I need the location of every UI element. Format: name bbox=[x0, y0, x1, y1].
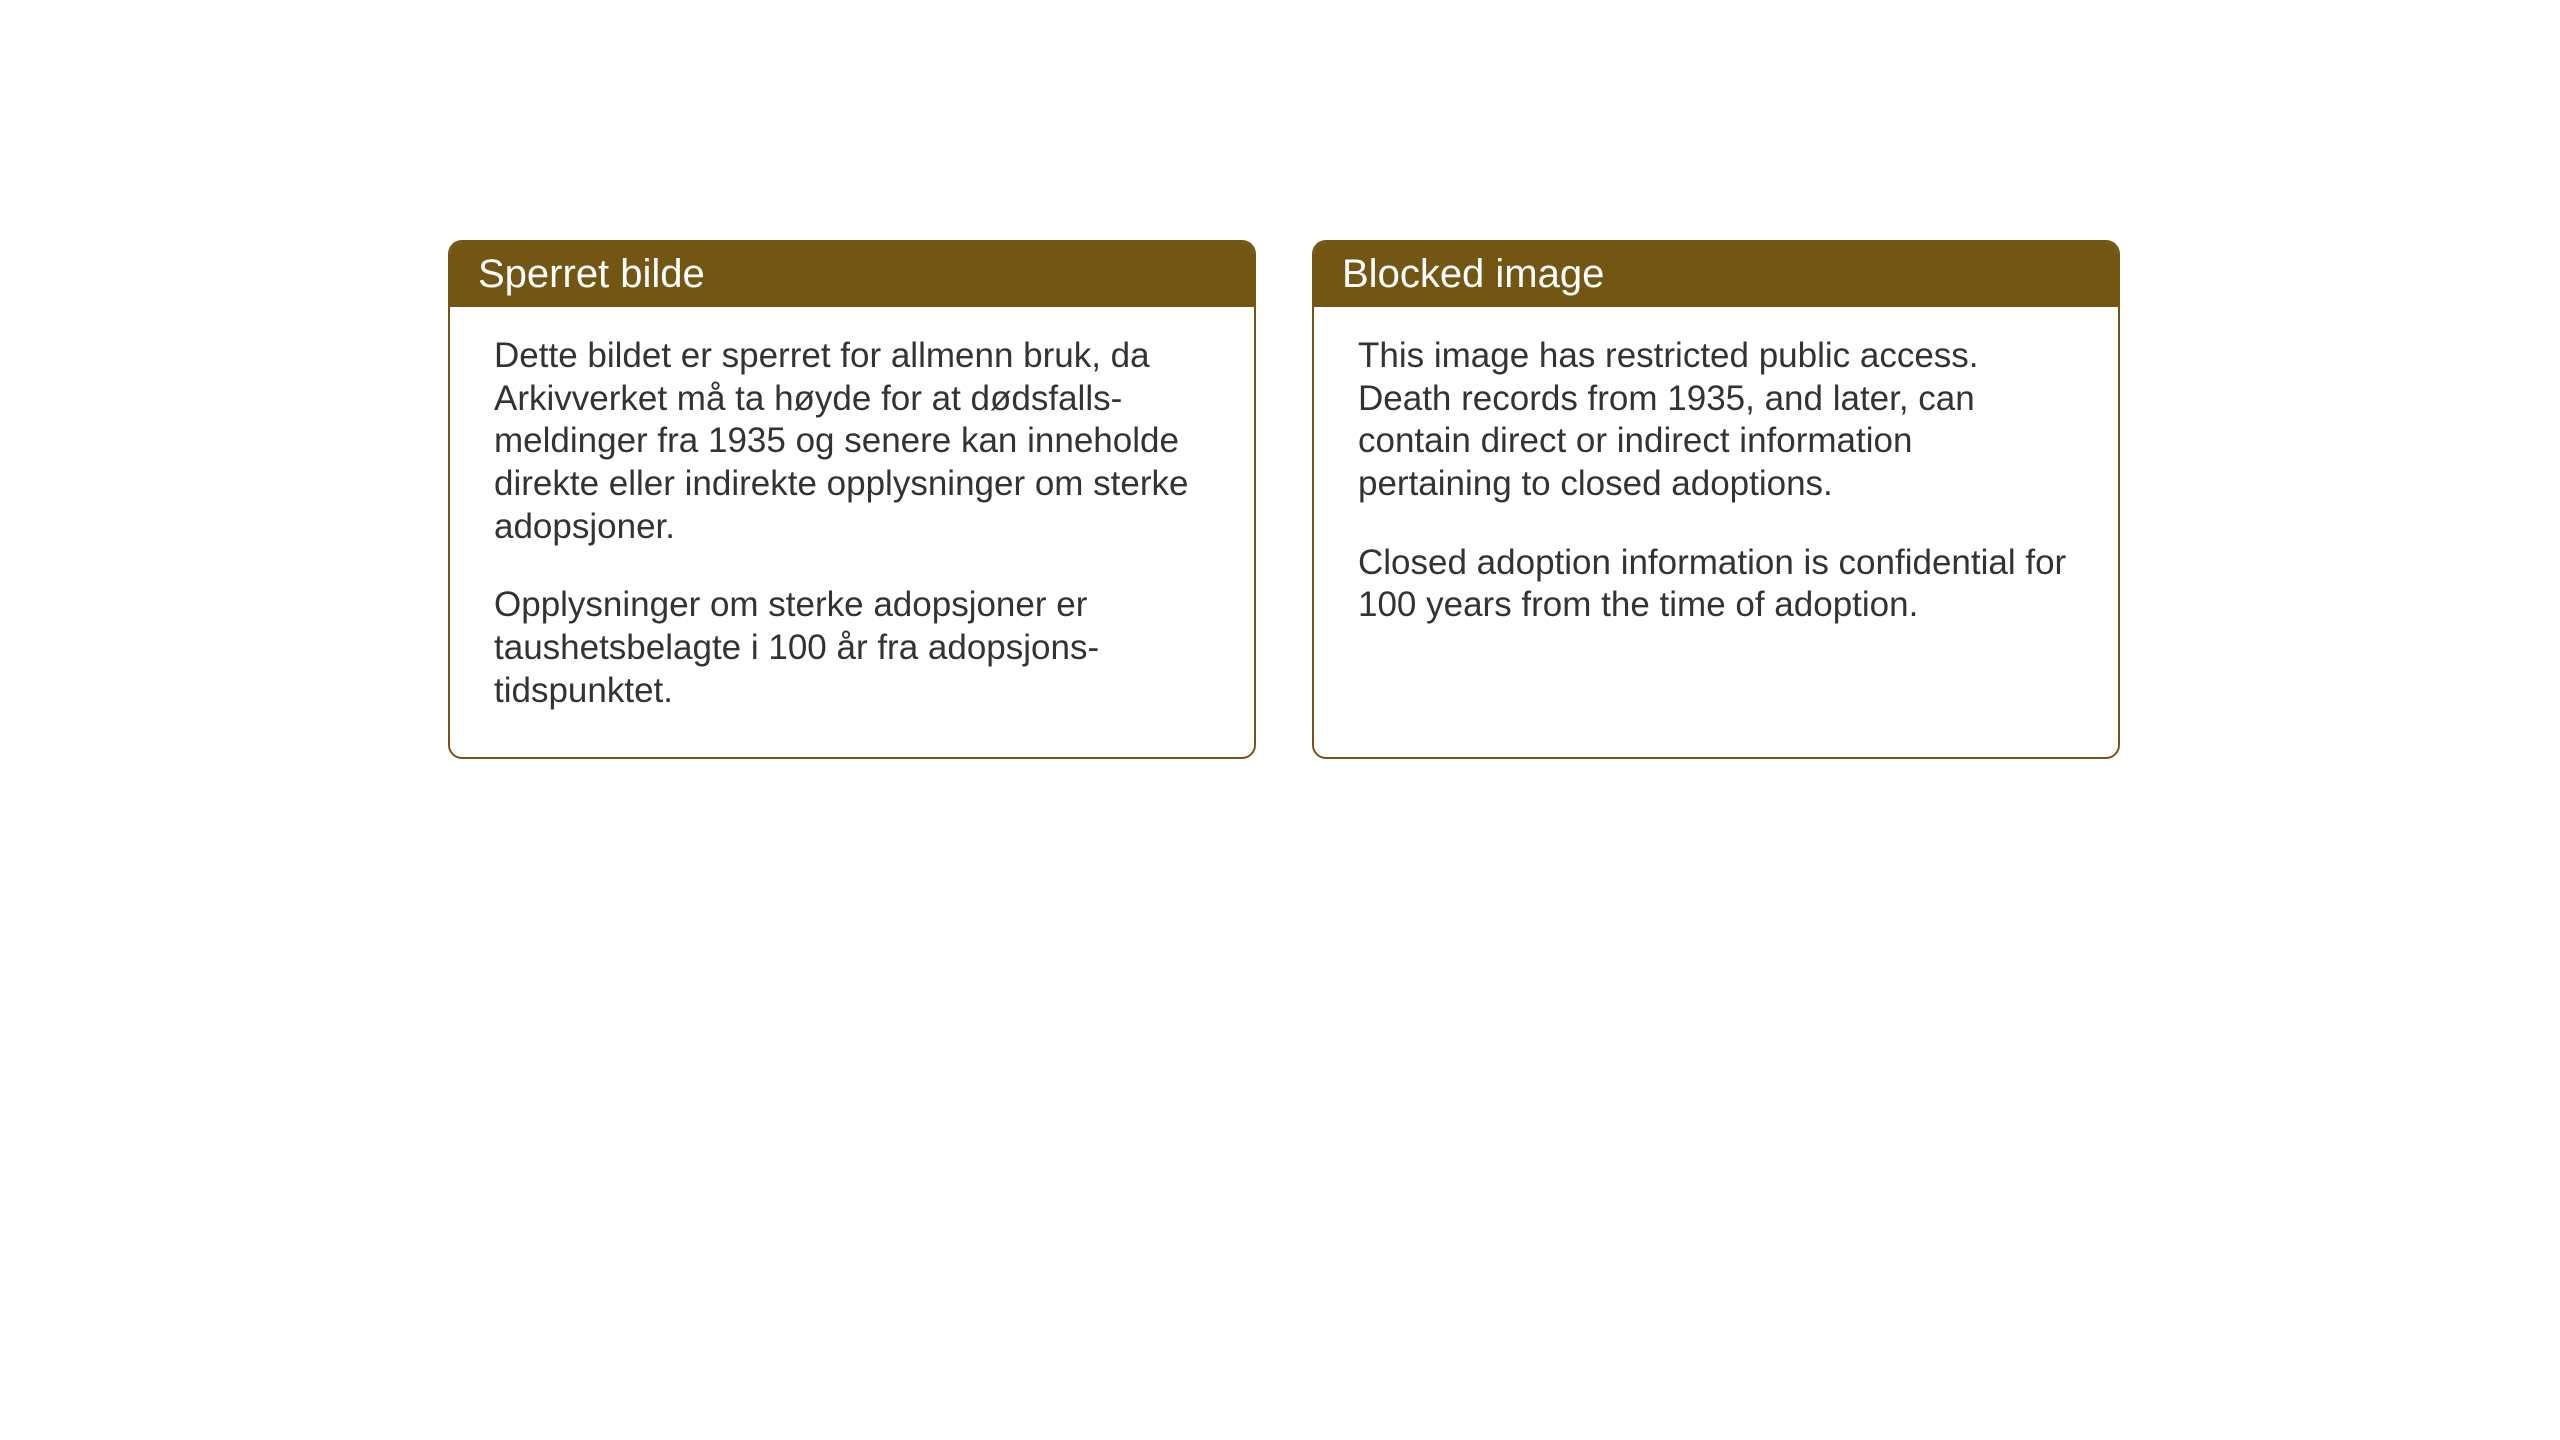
card-para1-english: This image has restricted public access.… bbox=[1358, 335, 2074, 506]
notice-card-norwegian: Sperret bilde Dette bildet er sperret fo… bbox=[448, 240, 1256, 759]
card-body-english: This image has restricted public access.… bbox=[1314, 307, 2118, 671]
card-para2-english: Closed adoption information is confident… bbox=[1358, 542, 2074, 627]
card-para1-norwegian: Dette bildet er sperret for allmenn bruk… bbox=[494, 335, 1210, 548]
card-body-norwegian: Dette bildet er sperret for allmenn bruk… bbox=[450, 307, 1254, 757]
notice-card-english: Blocked image This image has restricted … bbox=[1312, 240, 2120, 759]
notice-container: Sperret bilde Dette bildet er sperret fo… bbox=[448, 240, 2120, 759]
card-title-norwegian: Sperret bilde bbox=[478, 252, 705, 296]
card-para2-norwegian: Opplysninger om sterke adopsjoner er tau… bbox=[494, 584, 1210, 712]
card-header-norwegian: Sperret bilde bbox=[450, 242, 1254, 307]
card-header-english: Blocked image bbox=[1314, 242, 2118, 307]
card-title-english: Blocked image bbox=[1342, 252, 1604, 296]
